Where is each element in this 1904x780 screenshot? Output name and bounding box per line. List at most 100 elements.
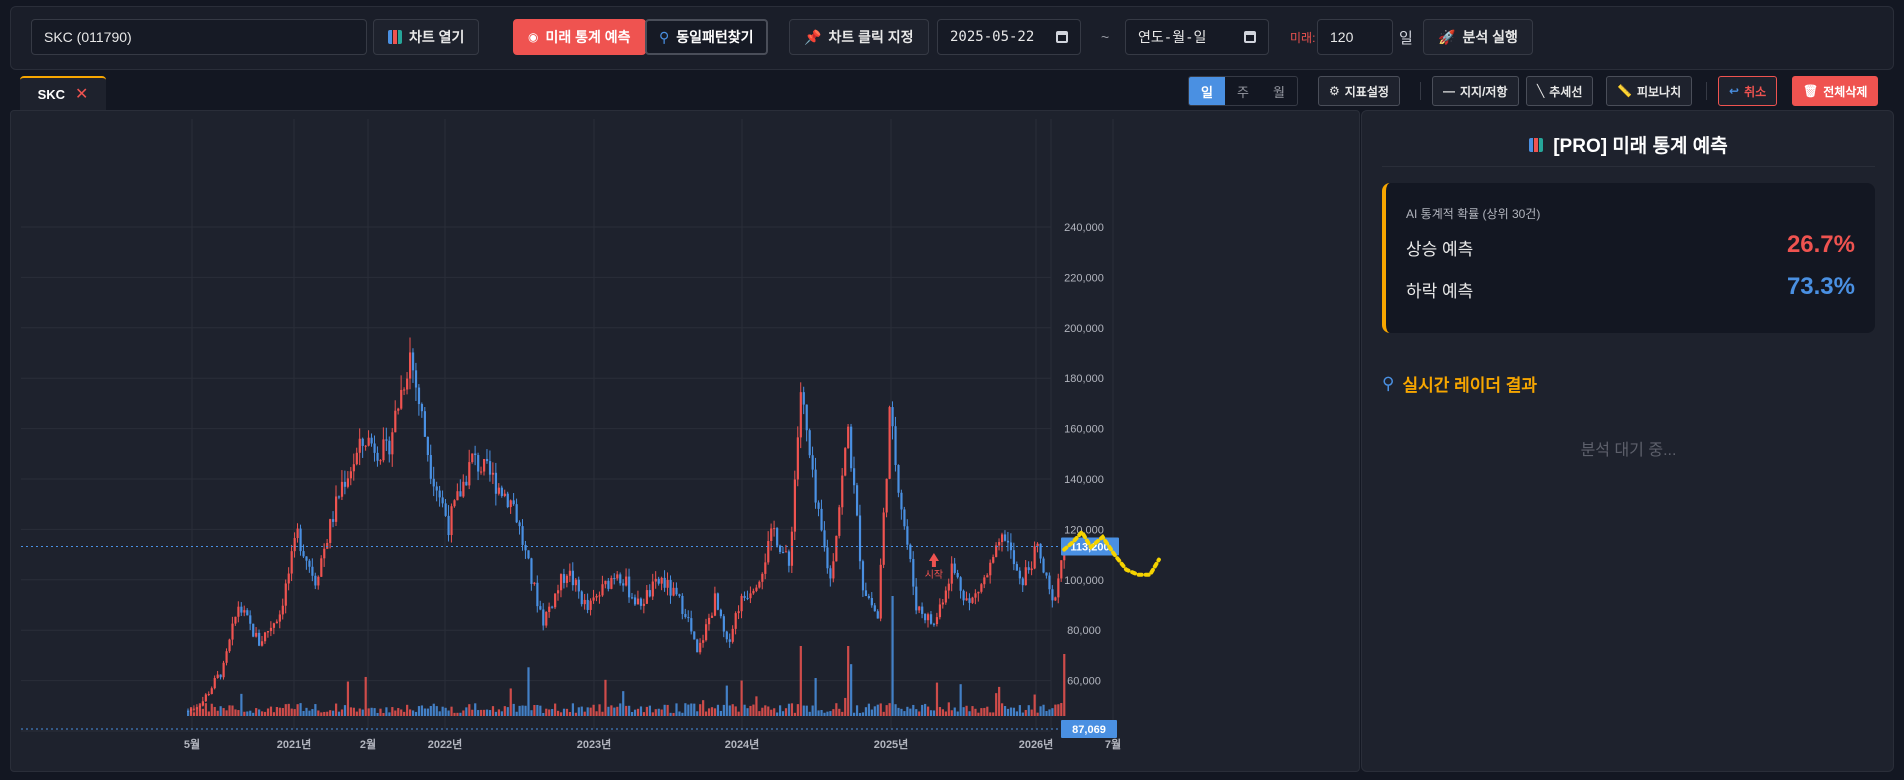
volume-bar bbox=[388, 712, 391, 716]
calendar-icon[interactable] bbox=[1056, 31, 1068, 43]
volume-bar bbox=[255, 708, 258, 716]
candle-body bbox=[693, 631, 696, 640]
volume-bar bbox=[770, 709, 773, 716]
volume-bar bbox=[346, 681, 350, 716]
volume-bar bbox=[530, 710, 533, 716]
volume-bar bbox=[414, 711, 418, 716]
candle-body bbox=[533, 582, 536, 584]
candle-body bbox=[805, 404, 808, 431]
candle-body bbox=[598, 595, 601, 597]
candle-body bbox=[326, 542, 329, 549]
candle-body bbox=[974, 593, 977, 598]
candle-body bbox=[373, 443, 376, 453]
candle-body bbox=[885, 478, 888, 513]
candle-body bbox=[589, 600, 592, 610]
delete-all-button[interactable]: 🗑 전체삭제 bbox=[1792, 76, 1879, 106]
volume-bar bbox=[740, 680, 743, 716]
candle-body bbox=[900, 492, 903, 510]
symbol-input[interactable]: SKC (011790) bbox=[31, 19, 367, 55]
candle-body bbox=[847, 426, 850, 449]
end-date-input[interactable]: 연도-월-일 bbox=[1125, 19, 1269, 55]
volume-bar bbox=[728, 705, 731, 716]
volume-bar bbox=[722, 704, 725, 716]
fibonacci-button[interactable]: 📏 피보나치 bbox=[1606, 76, 1693, 106]
volume-bar bbox=[767, 706, 770, 716]
candle-body bbox=[663, 577, 666, 588]
candle-body bbox=[388, 440, 391, 455]
support-resistance-button[interactable]: — 지지/저항 bbox=[1432, 76, 1519, 106]
volume-bar bbox=[802, 705, 805, 716]
volume-bar bbox=[293, 709, 296, 716]
candle-body bbox=[562, 574, 566, 583]
volume-bar bbox=[858, 712, 862, 716]
candle-body bbox=[524, 544, 527, 551]
chart-click-button[interactable]: 📌 차트 클릭 지정 bbox=[789, 19, 929, 55]
future-predict-button[interactable]: ◉ 미래 통계 예측 bbox=[513, 19, 646, 55]
tab-skc[interactable]: SKC ✕ bbox=[20, 76, 106, 110]
x-tick-label: 2022년 bbox=[428, 737, 463, 751]
candle-body bbox=[1042, 558, 1045, 573]
delete-all-label: 전체삭제 bbox=[1823, 84, 1868, 99]
volume-bar bbox=[956, 711, 959, 716]
candle-body bbox=[938, 604, 942, 618]
candle-body bbox=[403, 389, 406, 391]
trendline-button[interactable]: ╲ 추세선 bbox=[1526, 76, 1594, 106]
candle-body bbox=[554, 593, 557, 608]
volume-bar bbox=[696, 711, 699, 716]
chart-panel[interactable]: 240,000 220,000 200,000 180,000 160,000 140,0… bbox=[10, 110, 1360, 772]
cancel-button[interactable]: ↩ 취소 bbox=[1718, 76, 1778, 106]
volume-bar bbox=[796, 704, 799, 716]
period-month[interactable]: 월 bbox=[1273, 84, 1285, 100]
candle-body bbox=[678, 594, 681, 596]
volume-bar bbox=[989, 712, 992, 716]
volume-bar bbox=[483, 709, 486, 716]
volume-bar bbox=[409, 709, 412, 716]
future-days-value: 120 bbox=[1330, 29, 1354, 45]
volume-bar bbox=[557, 710, 560, 716]
candle-body bbox=[320, 558, 323, 577]
volume-bar bbox=[577, 707, 580, 716]
candle-body bbox=[370, 437, 373, 444]
period-day[interactable]: 일 bbox=[1189, 77, 1225, 105]
volume-bar bbox=[385, 707, 388, 716]
volume-bar bbox=[246, 711, 249, 716]
volume-bar bbox=[734, 706, 737, 716]
same-pattern-button[interactable]: ⚲ 동일패턴찾기 bbox=[645, 19, 768, 55]
volume-bar bbox=[423, 708, 426, 716]
volume-bar bbox=[719, 710, 722, 716]
candle-body bbox=[329, 519, 332, 543]
candle-body bbox=[631, 597, 634, 599]
volume-bar bbox=[932, 710, 936, 716]
candle-body bbox=[468, 462, 471, 486]
candle-body bbox=[705, 624, 708, 641]
volume-bar bbox=[716, 704, 720, 716]
volume-bar bbox=[900, 708, 903, 716]
volume-bar bbox=[888, 703, 891, 716]
candle-body bbox=[971, 597, 974, 603]
volume-bar bbox=[873, 706, 876, 716]
volume-bar bbox=[1027, 705, 1030, 716]
volume-bar bbox=[793, 712, 796, 716]
volume-bar bbox=[891, 596, 894, 716]
candle-body bbox=[462, 481, 465, 497]
volume-bar bbox=[1039, 706, 1042, 716]
volume-bar bbox=[465, 707, 468, 716]
future-days-input[interactable]: 120 bbox=[1317, 19, 1393, 55]
period-week[interactable]: 주 bbox=[1237, 84, 1249, 100]
candle-body bbox=[459, 491, 462, 497]
candle-body bbox=[352, 464, 355, 472]
calendar-icon[interactable] bbox=[1244, 31, 1256, 43]
candle-body bbox=[417, 387, 421, 405]
indicator-settings-button[interactable]: ⚙ 지표설정 bbox=[1318, 76, 1400, 106]
candle-body bbox=[983, 577, 986, 585]
open-chart-button[interactable]: 차트 열기 bbox=[373, 19, 480, 55]
volume-bar bbox=[1006, 708, 1010, 716]
volume-bar bbox=[382, 712, 385, 716]
close-icon[interactable]: ✕ bbox=[75, 86, 89, 103]
candle-body bbox=[841, 475, 844, 508]
volume-bar bbox=[702, 700, 705, 716]
volume-bar bbox=[610, 705, 613, 716]
run-analysis-button[interactable]: 🚀 분석 실행 bbox=[1423, 19, 1533, 55]
start-date-input[interactable]: 2025-05-22 bbox=[937, 19, 1081, 55]
price-chart[interactable]: 240,000 220,000 200,000 180,000 160,000 140,0… bbox=[11, 111, 1360, 772]
